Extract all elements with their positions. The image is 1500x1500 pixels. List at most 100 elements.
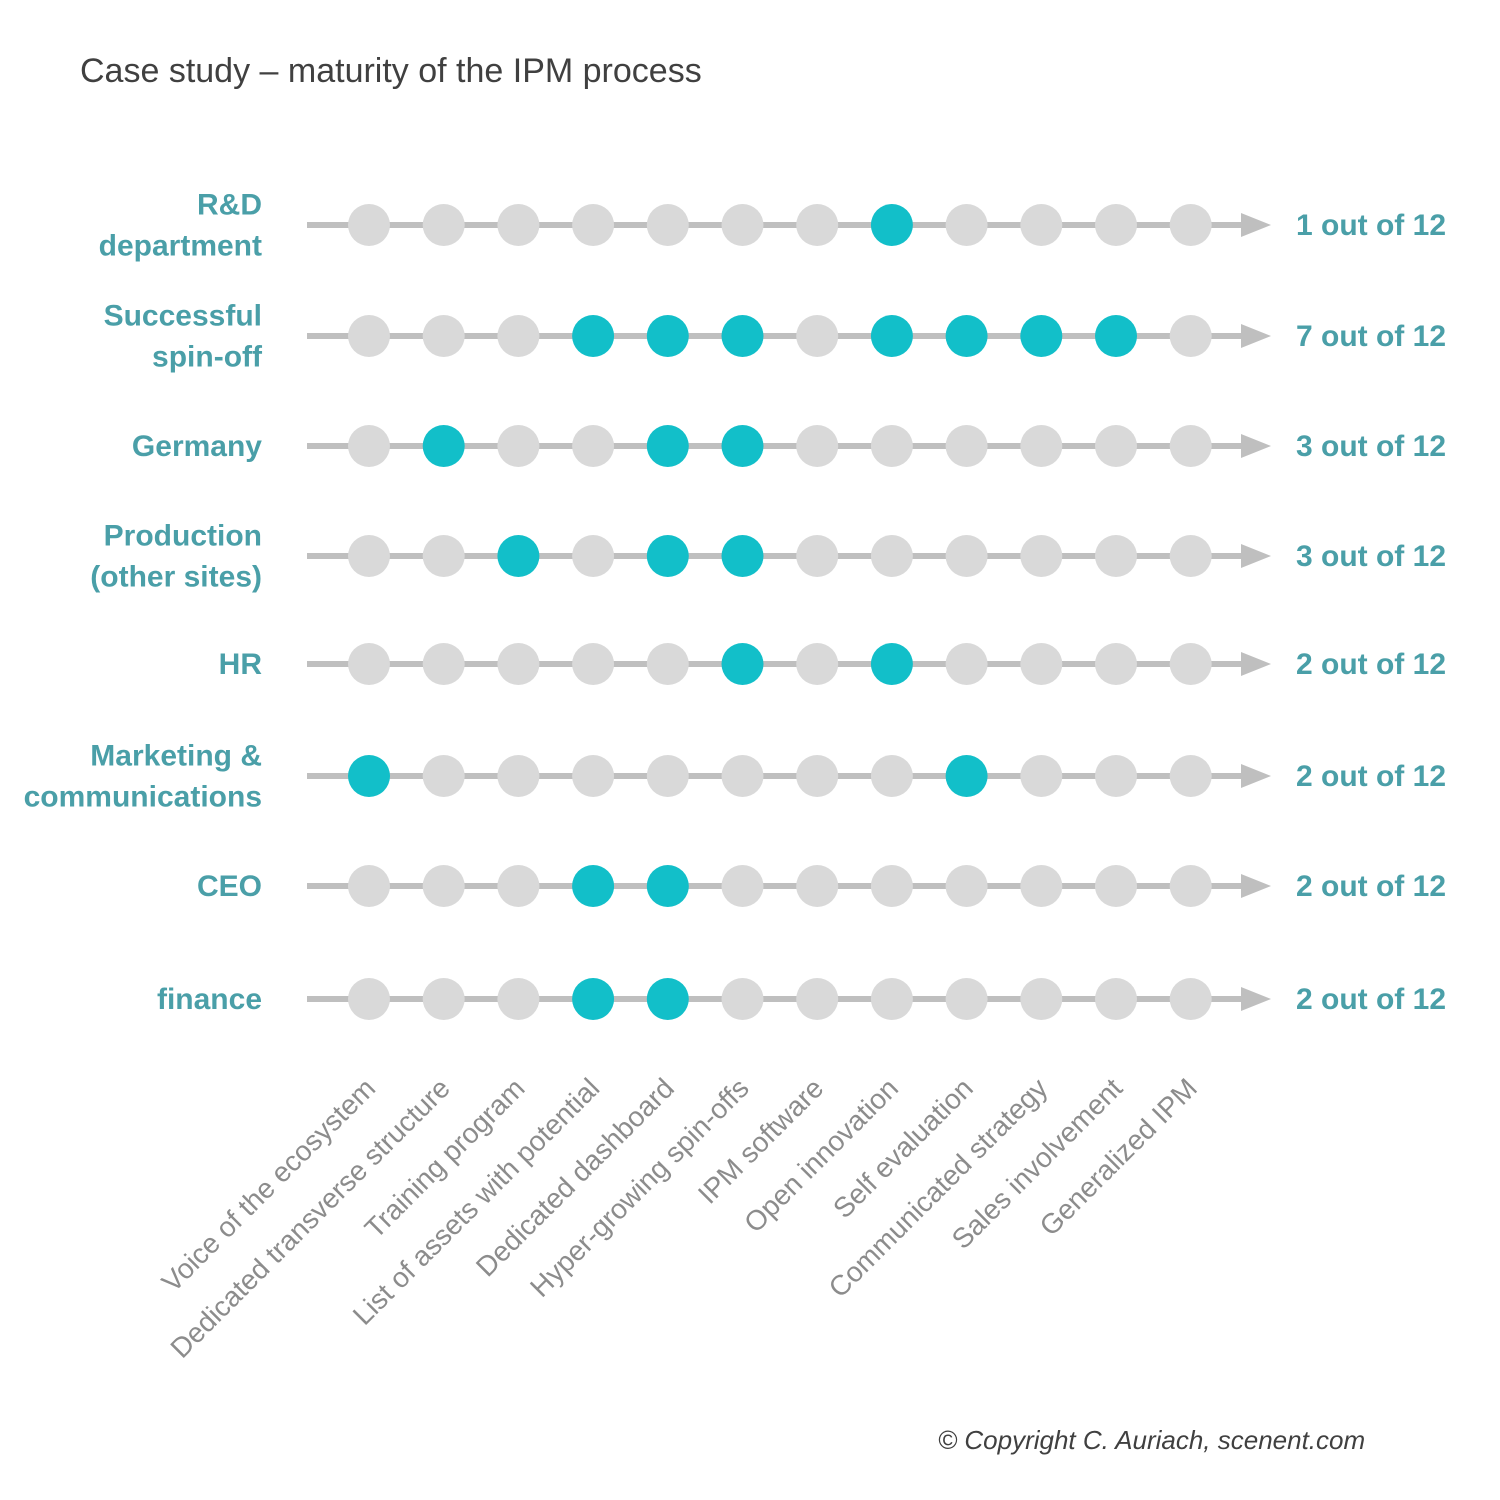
dot-not-achieved (1020, 865, 1063, 907)
dot-achieved (721, 535, 764, 577)
chart-title: Case study – maturity of the IPM process (80, 52, 702, 90)
dot-not-achieved (1020, 643, 1063, 685)
row-label: HR (219, 648, 263, 681)
dot-not-achieved (1095, 865, 1137, 907)
row-score: 2 out of 12 (1296, 870, 1446, 903)
copyright-note: © Copyright C. Auriach, scenent.com (938, 1425, 1366, 1455)
dot-achieved (646, 315, 689, 357)
row: finance 2 out of 12 (157, 978, 1446, 1020)
dot-not-achieved (796, 865, 839, 907)
dot-not-achieved (497, 425, 540, 467)
dot-achieved (721, 315, 764, 357)
dot-achieved (348, 755, 390, 797)
dot-not-achieved (348, 865, 390, 907)
row-label: Successful (104, 300, 262, 333)
row-label: Marketing & (90, 740, 262, 773)
row: Successful spin-off 7 out of 12 (104, 300, 1446, 374)
row: R&D department 1 out of 12 (99, 189, 1446, 263)
dot-not-achieved (348, 535, 390, 577)
dot-not-achieved (348, 204, 390, 246)
dot-achieved (1095, 315, 1137, 357)
dot-not-achieved (1020, 204, 1063, 246)
dot-not-achieved (1020, 535, 1063, 577)
row: Production (other sites) 3 out of 12 (90, 520, 1446, 594)
dot-achieved (646, 865, 689, 907)
row-axis-arrow (1241, 434, 1271, 458)
dot-not-achieved (572, 643, 615, 685)
dot-not-achieved (1095, 204, 1137, 246)
dot-not-achieved (572, 204, 615, 246)
dot-achieved (721, 643, 764, 685)
dot-not-achieved (945, 865, 988, 907)
dot-not-achieved (497, 978, 540, 1020)
dot-achieved (1020, 315, 1063, 357)
dot-not-achieved (796, 204, 839, 246)
dot-achieved (646, 978, 689, 1020)
dot-achieved (572, 978, 615, 1020)
dot-not-achieved (721, 204, 764, 246)
dot-not-achieved (1020, 978, 1063, 1020)
dot-not-achieved (1169, 425, 1212, 467)
dot-not-achieved (870, 425, 913, 467)
dot-achieved (497, 535, 540, 577)
dot-not-achieved (422, 978, 465, 1020)
dot-not-achieved (870, 978, 913, 1020)
dot-not-achieved (348, 978, 390, 1020)
dot-not-achieved (1169, 978, 1212, 1020)
row-score: 3 out of 12 (1296, 430, 1446, 463)
row-score: 1 out of 12 (1296, 209, 1446, 242)
dot-not-achieved (945, 535, 988, 577)
row-label: Germany (132, 430, 262, 463)
dot-not-achieved (1095, 978, 1137, 1020)
dot-not-achieved (572, 425, 615, 467)
row-axis-arrow (1241, 544, 1271, 568)
dot-not-achieved (497, 865, 540, 907)
dot-not-achieved (1169, 643, 1212, 685)
dot-not-achieved (945, 978, 988, 1020)
dot-not-achieved (348, 643, 390, 685)
row-label: finance (157, 983, 262, 1016)
dot-not-achieved (422, 535, 465, 577)
dot-achieved (870, 643, 913, 685)
row-label: communications (24, 781, 262, 814)
dot-not-achieved (945, 204, 988, 246)
row-axis-arrow (1241, 324, 1271, 348)
row-label: department (99, 230, 262, 263)
dot-achieved (945, 755, 988, 797)
row: Marketing & communications 2 out of 12 (24, 740, 1446, 814)
row-label: R&D (197, 189, 262, 222)
dot-not-achieved (1169, 315, 1212, 357)
dot-not-achieved (348, 315, 390, 357)
dot-not-achieved (870, 755, 913, 797)
dot-not-achieved (870, 865, 913, 907)
dot-not-achieved (796, 535, 839, 577)
dot-not-achieved (422, 643, 465, 685)
dot-achieved (646, 425, 689, 467)
step-label: Dedicated transverse structure (164, 1072, 456, 1364)
dot-achieved (945, 315, 988, 357)
dot-not-achieved (497, 315, 540, 357)
dot-not-achieved (796, 643, 839, 685)
dot-not-achieved (1020, 425, 1063, 467)
dot-not-achieved (422, 865, 465, 907)
dot-not-achieved (1169, 204, 1212, 246)
rows-group: R&D department 1 out of 12 Successful spin-o… (24, 189, 1446, 1020)
row-axis-arrow (1241, 213, 1271, 237)
dot-not-achieved (721, 755, 764, 797)
dot-not-achieved (1095, 755, 1137, 797)
dot-achieved (572, 315, 615, 357)
dot-not-achieved (796, 978, 839, 1020)
row-label: spin-off (152, 341, 263, 374)
dot-not-achieved (945, 425, 988, 467)
dot-not-achieved (646, 643, 689, 685)
dot-achieved (572, 865, 615, 907)
dot-not-achieved (646, 755, 689, 797)
row: CEO 2 out of 12 (197, 865, 1446, 907)
row-score: 2 out of 12 (1296, 760, 1446, 793)
dot-not-achieved (422, 315, 465, 357)
dot-not-achieved (796, 315, 839, 357)
row-label: CEO (197, 870, 262, 903)
dot-not-achieved (1020, 755, 1063, 797)
dot-not-achieved (796, 755, 839, 797)
